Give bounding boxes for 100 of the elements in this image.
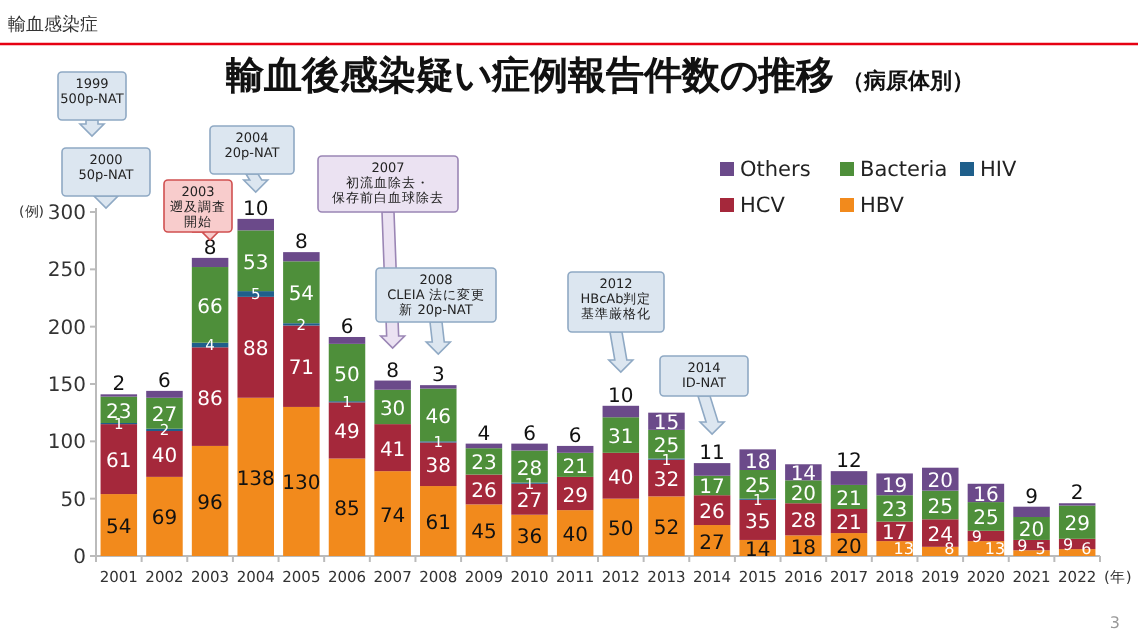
data-label: 41 xyxy=(379,439,406,462)
bar xyxy=(830,471,868,485)
data-label: 26 xyxy=(699,502,725,525)
data-label: 18 xyxy=(790,537,817,560)
data-label: 14 xyxy=(744,539,771,562)
bar xyxy=(283,252,320,262)
data-label: 18 xyxy=(744,451,771,474)
bar xyxy=(283,406,320,556)
data-label: 71 xyxy=(288,358,315,381)
bar xyxy=(602,405,640,418)
bar xyxy=(237,218,274,231)
data-label: 69 xyxy=(151,508,178,531)
data-label: 52 xyxy=(653,518,680,541)
data-label: 13 xyxy=(984,540,1006,558)
y-tick-label: 200 xyxy=(47,317,86,340)
data-label: 4 xyxy=(477,423,491,446)
bar xyxy=(556,445,594,453)
legend-label: HIV xyxy=(980,158,1018,182)
data-label: 25 xyxy=(927,496,954,519)
data-label: 12 xyxy=(836,451,862,474)
bar xyxy=(465,504,503,556)
data-label: 9 xyxy=(1025,486,1038,509)
data-label: 36 xyxy=(516,527,543,550)
data-label: 20 xyxy=(836,536,862,559)
data-label: 6 xyxy=(523,423,536,446)
bar xyxy=(374,380,411,390)
data-label: 26 xyxy=(471,481,497,504)
data-label: 86 xyxy=(197,388,223,411)
bar xyxy=(328,336,366,344)
data-label: 40 xyxy=(151,445,178,468)
data-label: 74 xyxy=(379,505,406,528)
data-label: 28 xyxy=(790,511,817,534)
chart-subtitle: （病原体別） xyxy=(842,68,974,94)
data-label: 32 xyxy=(653,470,680,493)
data-label: 54 xyxy=(288,284,315,307)
data-label: 46 xyxy=(425,406,452,429)
bar xyxy=(237,296,274,398)
data-label: 29 xyxy=(562,485,588,508)
data-label: 66 xyxy=(197,296,223,319)
data-label: 3 xyxy=(431,365,445,388)
bar xyxy=(191,257,229,268)
bar xyxy=(693,463,731,476)
legend-label: HBV xyxy=(860,194,906,218)
data-label: 6 xyxy=(340,316,354,339)
data-label: 45 xyxy=(471,522,497,545)
legend-label: Bacteria xyxy=(860,158,948,182)
data-label: 21 xyxy=(562,456,588,479)
data-label: 35 xyxy=(744,511,771,534)
data-label: 49 xyxy=(334,422,360,445)
bar xyxy=(100,494,138,556)
legend-label: Others xyxy=(740,158,811,182)
data-label: 17 xyxy=(699,477,725,500)
data-label: 5 xyxy=(1035,540,1046,558)
data-label: 50 xyxy=(334,364,360,387)
bar xyxy=(374,424,411,472)
y-tick-label: 50 xyxy=(60,489,86,512)
data-label: 13 xyxy=(893,540,914,558)
data-label: 23 xyxy=(881,500,908,523)
bar xyxy=(191,445,229,556)
bar xyxy=(146,476,183,556)
bar xyxy=(191,347,229,446)
bar xyxy=(1013,506,1050,518)
data-label: 11 xyxy=(699,443,725,466)
data-label: 28 xyxy=(516,458,543,481)
data-label: 8 xyxy=(386,360,400,383)
data-label: 2 xyxy=(1070,483,1084,506)
data-label: 40 xyxy=(562,525,588,548)
data-label: 88 xyxy=(242,339,269,362)
data-label: 9 xyxy=(1017,537,1028,556)
data-label: 10 xyxy=(608,385,634,408)
bar xyxy=(648,496,685,556)
data-label: 2 xyxy=(112,374,126,397)
data-label: 138 xyxy=(236,468,275,491)
data-label: 96 xyxy=(197,492,223,515)
text: 3 xyxy=(1109,614,1120,632)
data-label: 61 xyxy=(106,451,132,474)
chart-title: 輸血後感染疑い症例報告件数の推移 xyxy=(224,54,834,98)
data-label: 31 xyxy=(608,427,634,450)
y-tick-label: 250 xyxy=(47,260,86,283)
data-label: 38 xyxy=(425,456,452,479)
data-label: 85 xyxy=(334,499,360,522)
bar xyxy=(146,390,183,398)
data-label: 9 xyxy=(971,527,982,546)
bar xyxy=(237,397,274,556)
data-label: 61 xyxy=(425,513,452,536)
data-label: 10 xyxy=(242,198,269,221)
data-label: 30 xyxy=(379,398,406,421)
bar xyxy=(191,267,229,343)
bar xyxy=(511,443,548,451)
data-label: 27 xyxy=(699,532,725,555)
data-label: 21 xyxy=(836,513,862,536)
data-label: 6 xyxy=(1081,540,1092,558)
data-label: 130 xyxy=(282,473,321,496)
data-label: 15 xyxy=(653,413,680,436)
data-label: 25 xyxy=(973,508,999,531)
data-label: 40 xyxy=(608,467,634,490)
y-tick-label: 150 xyxy=(47,375,86,397)
data-label: 53 xyxy=(242,252,269,275)
y-tick-label: 100 xyxy=(47,432,86,455)
bar xyxy=(328,458,366,556)
